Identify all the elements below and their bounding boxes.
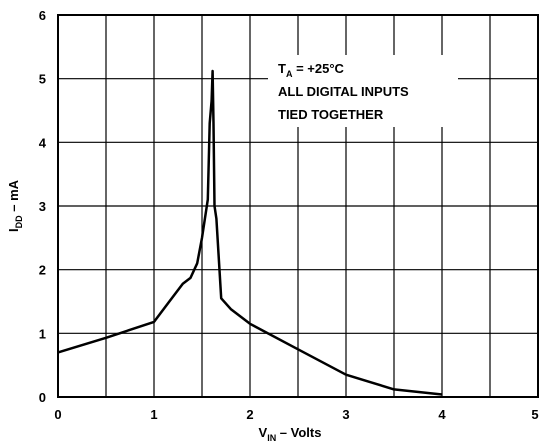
series-line-idd: [57, 69, 443, 396]
x-tick-labels: 0 1 2 3 4 5: [54, 407, 538, 422]
annotation-tied: TIED TOGETHER: [278, 107, 384, 122]
plot-frame: [57, 14, 539, 398]
annotation-background: [268, 55, 458, 127]
y-tick-label: 1: [39, 326, 46, 341]
y-tick-label: 3: [39, 199, 46, 214]
y-tick-label: 0: [39, 390, 46, 405]
y-tick-label: 6: [39, 8, 46, 23]
x-tick-label: 3: [342, 407, 349, 422]
x-tick-label: 1: [150, 407, 157, 422]
x-tick-label: 5: [531, 407, 538, 422]
y-tick-labels: 0 1 2 3 4 5 6: [39, 8, 47, 405]
x-tick-label: 2: [246, 407, 253, 422]
x-tick-label: 4: [438, 407, 446, 422]
x-axis-label: VIN – Volts: [259, 425, 322, 443]
x-tick-label: 0: [54, 407, 61, 422]
annotation-inputs: ALL DIGITAL INPUTS: [278, 84, 409, 99]
y-tick-label: 5: [39, 72, 46, 87]
y-tick-label: 2: [39, 263, 46, 278]
y-tick-label: 4: [39, 135, 47, 150]
annotation-temperature: TA = +25°C: [278, 61, 345, 79]
y-axis-label: IDD – mA: [6, 179, 24, 232]
